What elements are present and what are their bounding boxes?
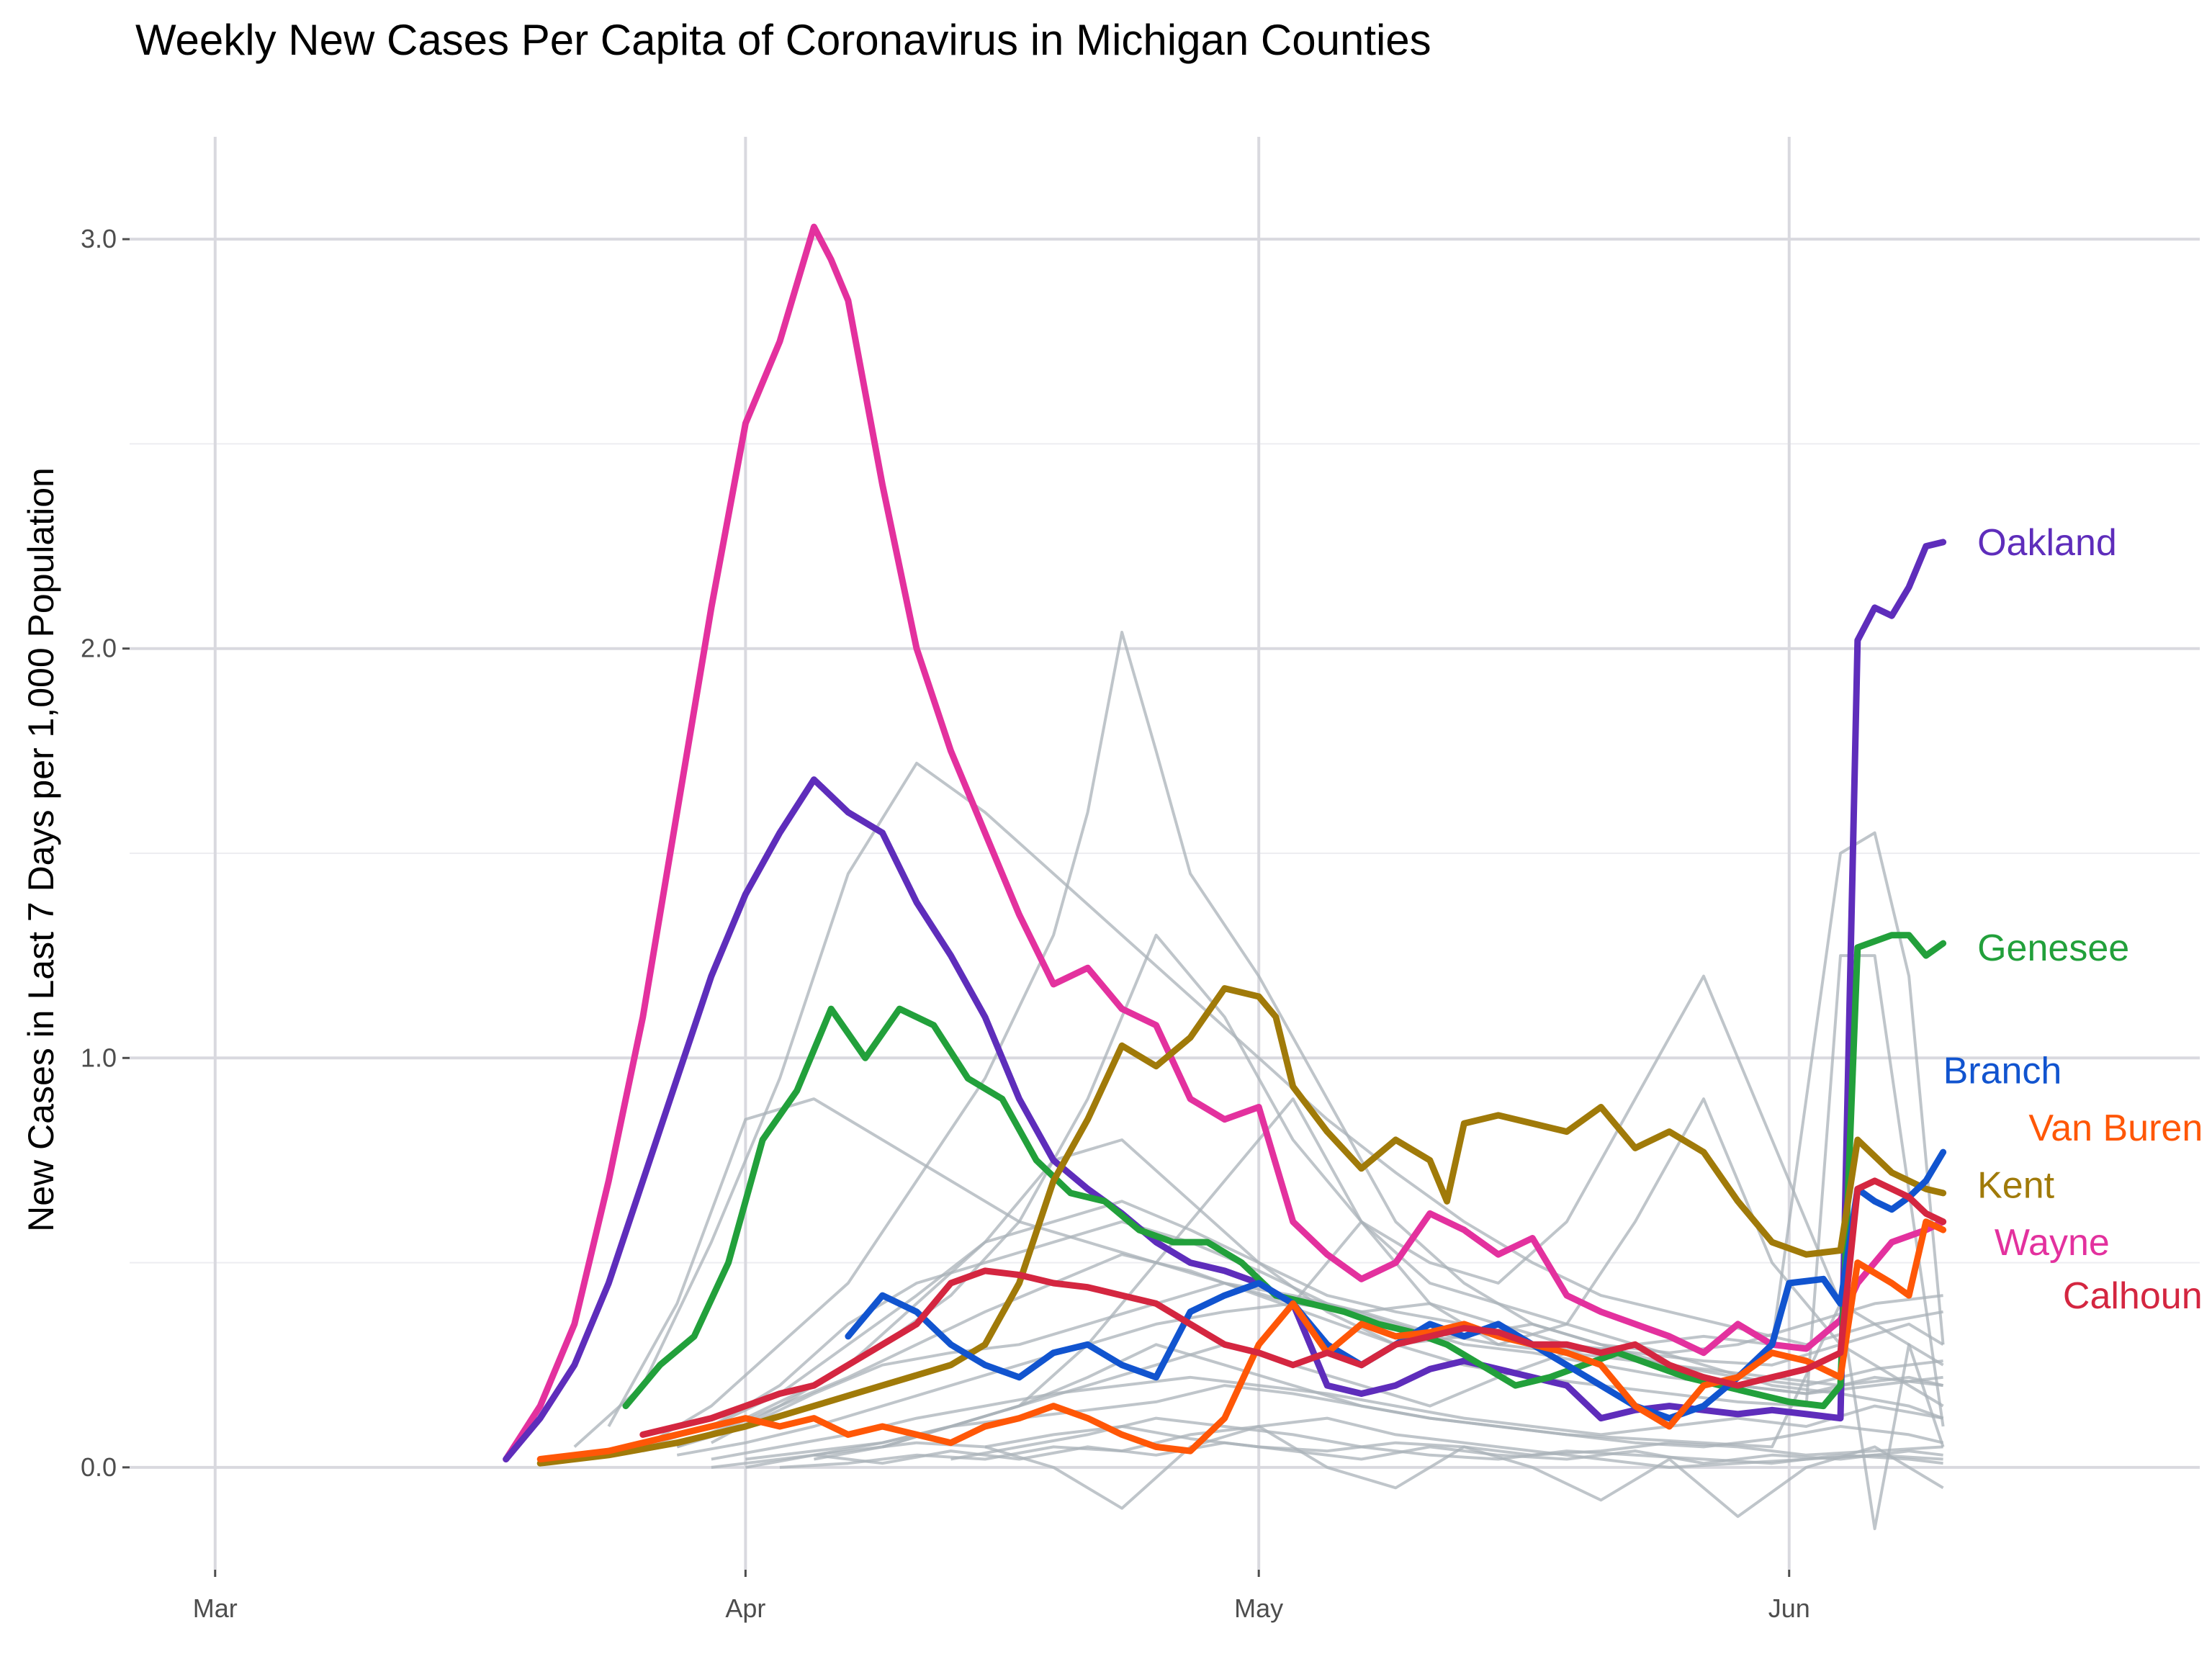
y-tick-label-3: 3.0	[81, 224, 117, 253]
series-line-genesee	[622, 932, 1947, 1410]
series-label-oakland: Oakland	[1977, 522, 2117, 564]
series-line-branch	[845, 1148, 1947, 1422]
series-label-branch: Branch	[1943, 1050, 2062, 1092]
series-label-wayne: Wayne	[1995, 1222, 2110, 1264]
highlighted-county-lines	[503, 223, 1947, 1467]
series-label-calhoun: Calhoun	[2063, 1275, 2203, 1317]
background-county-line-8	[711, 1425, 1943, 1469]
background-county-line-3	[642, 631, 1943, 1449]
background-county-line-7	[711, 1375, 1943, 1461]
x-tick-label-3: Jun	[1768, 1593, 1810, 1623]
series-label-genesee: Genesee	[1977, 927, 2129, 969]
background-county-line-14	[745, 1441, 1943, 1469]
axis-ticks: 0.0 1.0 2.0 3.0 Mar Apr May Jun	[81, 224, 1810, 1623]
y-axis-label: New Cases in Last 7 Days per 1,000 Popul…	[21, 467, 61, 1232]
y-tick-label-0: 0.0	[81, 1452, 117, 1482]
background-county-line-15	[881, 1097, 1944, 1449]
chart-title: Weekly New Cases Per Capita of Coronavir…	[135, 16, 1431, 64]
y-tick-label-2: 2.0	[81, 634, 117, 663]
series-label-kent: Kent	[1977, 1165, 2055, 1207]
background-county-line-1	[573, 761, 1943, 1448]
background-county-line-6	[676, 974, 1944, 1457]
x-tick-label-2: May	[1234, 1593, 1283, 1623]
grid-lines	[130, 137, 2200, 1570]
background-county-line-19	[984, 1425, 1944, 1519]
series-line-kent	[536, 985, 1947, 1467]
background-county-line-5	[642, 954, 1945, 1453]
x-tick-label-0: Mar	[193, 1593, 238, 1623]
series-line-calhoun	[639, 1177, 1947, 1438]
county-labels: Oakland Genesee Branch Van Buren Kent Wayne Ca…	[1943, 522, 2203, 1317]
background-county-line-16	[950, 1416, 1943, 1465]
series-line-wayne	[503, 223, 1947, 1462]
series-label-van-buren: Van Buren	[2028, 1107, 2203, 1149]
x-tick-label-1: Apr	[725, 1593, 765, 1623]
series-line-oakland	[503, 539, 1947, 1462]
y-tick-label-1: 1.0	[81, 1043, 117, 1072]
